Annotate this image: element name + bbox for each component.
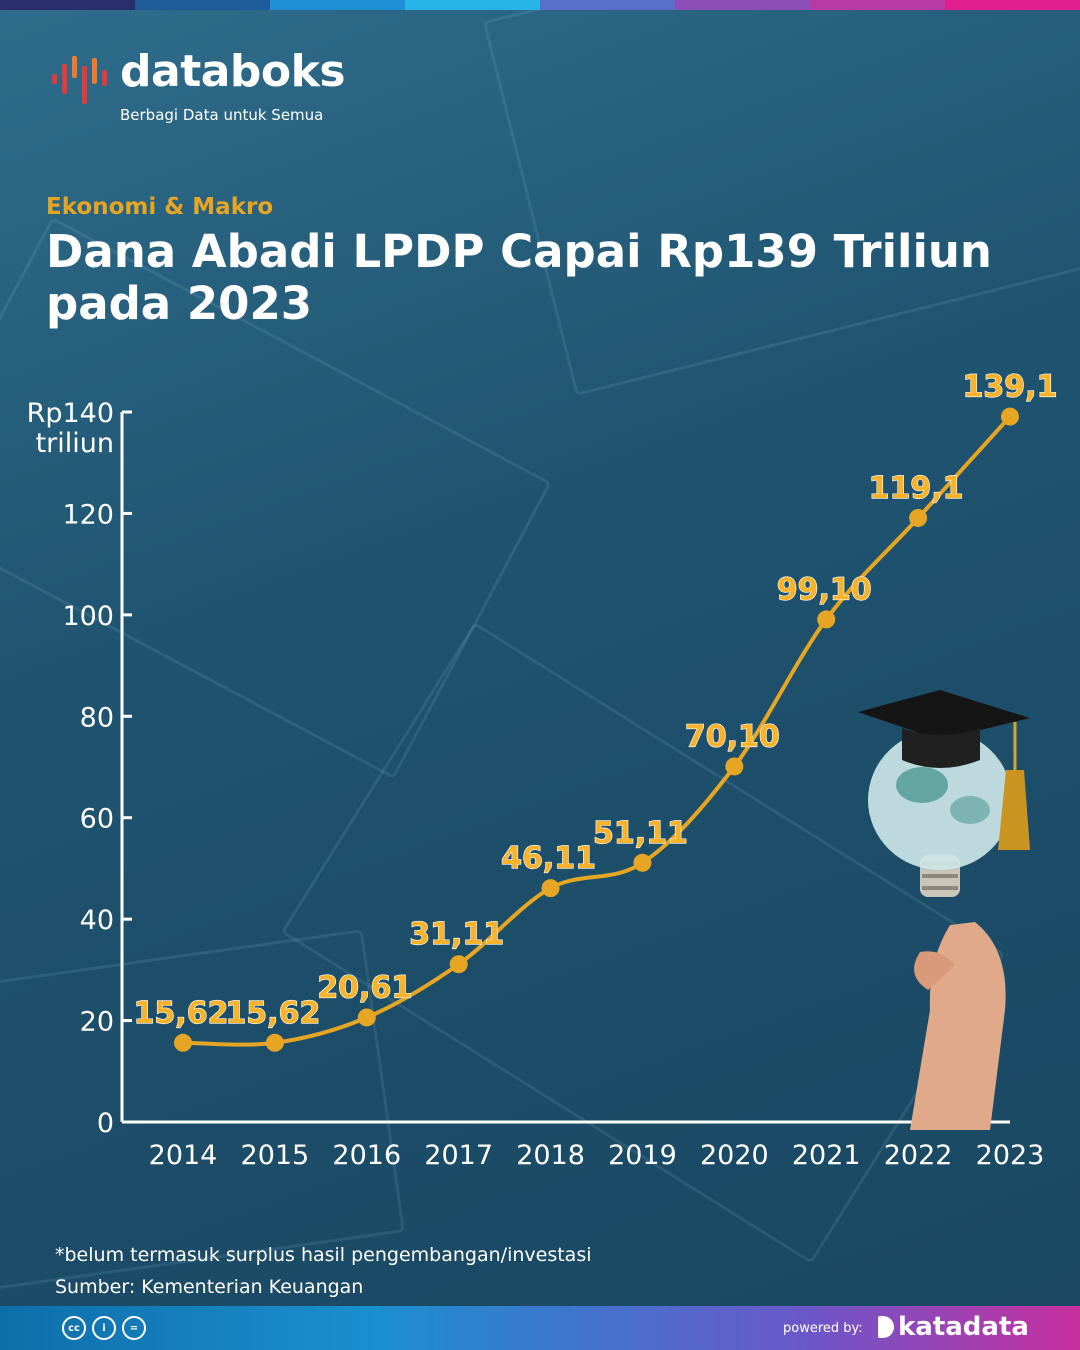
data-point [909, 508, 928, 527]
attribution-icon: i [92, 1316, 116, 1340]
x-tick-label: 2014 [149, 1140, 218, 1171]
y-tick-label: 80 [80, 702, 114, 733]
x-tick-label: 2023 [976, 1140, 1045, 1171]
color-bar-segment [810, 0, 945, 10]
bottom-bar: cc i = powered by: katadata [0, 1306, 1080, 1350]
data-point [633, 853, 652, 872]
x-tick-label: 2015 [241, 1140, 310, 1171]
databoks-logo-icon [52, 56, 107, 104]
data-label: 15,62 [225, 996, 320, 1031]
data-label: 15,62 [134, 996, 229, 1031]
color-bar-segment [405, 0, 540, 10]
data-label: 139,1 [963, 370, 1058, 405]
category-label: Ekonomi & Makro [46, 194, 274, 220]
data-point [541, 879, 560, 898]
data-label: 119,1 [869, 471, 964, 506]
data-label: 51,11 [593, 816, 688, 851]
y-tick-label: 0 [97, 1108, 114, 1139]
x-tick-label: 2020 [700, 1140, 769, 1171]
license-icons: cc i = [62, 1316, 146, 1340]
color-bar-segment [540, 0, 675, 10]
x-tick-label: 2022 [884, 1140, 953, 1171]
color-bar-segment [675, 0, 810, 10]
data-point [357, 1008, 376, 1027]
data-point [265, 1033, 284, 1052]
data-point [449, 955, 468, 974]
y-tick-label: 120 [62, 499, 114, 530]
x-axis: 2014 2015 2016 2017 2018 2019 2020 2021 2022 2023 [122, 1120, 1045, 1171]
powered-by-label: powered by: [783, 1321, 863, 1336]
color-bar-segment [945, 0, 1080, 10]
series-line [182, 415, 1012, 1047]
katadata-logo: katadata [878, 1312, 1029, 1342]
y-tick-label: 40 [80, 905, 114, 936]
y-unit-label: triliun [36, 428, 114, 459]
data-label: 31,11 [409, 917, 504, 952]
no-derivatives-icon: = [122, 1316, 146, 1340]
data-label: 46,11 [501, 841, 596, 876]
brand-name: databoks [120, 46, 346, 97]
graduation-lightbulb-illustration [858, 690, 1030, 1130]
series-line-path [182, 415, 1012, 1047]
color-bar-segment [135, 0, 270, 10]
publisher-name: katadata [898, 1312, 1029, 1342]
color-bar-segment [0, 0, 135, 10]
data-point [174, 1033, 192, 1052]
y-tick-label: 60 [80, 804, 114, 835]
data-label: 20,61 [317, 970, 412, 1005]
y-tick-label: 20 [80, 1007, 114, 1038]
banknote-decoration [482, 0, 1080, 396]
x-tick-label: 2021 [792, 1140, 861, 1171]
cc-icon: cc [62, 1316, 86, 1340]
brand-tagline: Berbagi Data untuk Semua [120, 106, 324, 124]
katadata-logo-icon [878, 1316, 894, 1338]
data-labels: 15,6215,6220,6131,1146,1151,1170,1099,10… [133, 369, 1058, 1031]
chart-title: Dana Abadi LPDP Capai Rp139 Triliun pada… [46, 225, 992, 330]
x-tick-label: 2019 [608, 1140, 677, 1171]
data-point [817, 610, 836, 629]
x-tick-label: 2018 [516, 1140, 585, 1171]
footnote: *belum termasuk surplus hasil pengembang… [55, 1244, 592, 1266]
color-bar-segment [270, 0, 405, 10]
top-color-bar [0, 0, 1080, 10]
y-tick-label: 100 [62, 601, 114, 632]
data-points [174, 407, 1019, 1052]
y-unit-label: Rp140 [27, 398, 114, 429]
data-point [1001, 407, 1019, 426]
x-tick-label: 2017 [424, 1140, 493, 1171]
data-point [725, 757, 744, 776]
data-label: 99,10 [777, 572, 872, 607]
x-tick-label: 2016 [332, 1140, 401, 1171]
data-label: 70,10 [685, 719, 780, 754]
source-label: Sumber: Kementerian Keuangan [55, 1276, 364, 1298]
